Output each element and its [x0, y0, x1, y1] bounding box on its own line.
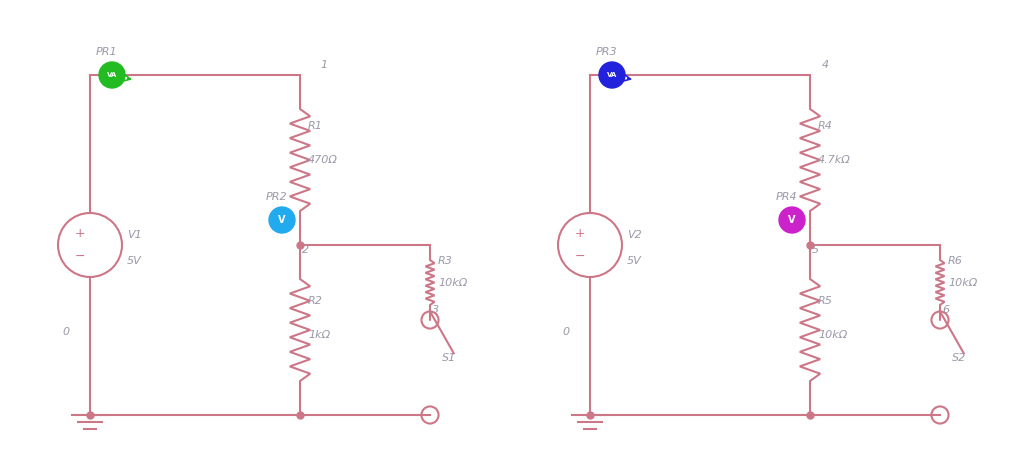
Text: VA: VA [106, 72, 117, 78]
Text: R5: R5 [818, 297, 833, 307]
Circle shape [269, 207, 295, 233]
Text: 4.7kΩ: 4.7kΩ [818, 155, 851, 165]
Text: V: V [788, 215, 796, 225]
Text: 10kΩ: 10kΩ [948, 278, 977, 288]
Text: PR2: PR2 [266, 192, 288, 202]
Text: 5V: 5V [627, 256, 642, 266]
Text: R3: R3 [438, 256, 453, 266]
Text: S2: S2 [951, 353, 966, 363]
Circle shape [599, 62, 625, 88]
Text: S1: S1 [441, 353, 456, 363]
Text: +: + [75, 228, 86, 240]
Text: 5: 5 [812, 245, 819, 255]
Text: 4: 4 [822, 60, 829, 70]
Text: 470Ω: 470Ω [308, 155, 338, 165]
Text: 1kΩ: 1kΩ [308, 330, 330, 340]
Text: 10kΩ: 10kΩ [818, 330, 847, 340]
Text: 1: 1 [319, 60, 327, 70]
Text: 2: 2 [302, 245, 309, 255]
Text: 0: 0 [62, 327, 70, 337]
Text: VA: VA [607, 72, 617, 78]
Text: PR1: PR1 [96, 47, 118, 57]
Text: 6: 6 [942, 305, 949, 315]
Text: 0: 0 [562, 327, 569, 337]
Text: R2: R2 [308, 297, 323, 307]
Text: PR3: PR3 [596, 47, 617, 57]
Text: 10kΩ: 10kΩ [438, 278, 467, 288]
Text: V1: V1 [127, 230, 141, 240]
Text: −: − [575, 250, 586, 263]
Circle shape [99, 62, 125, 88]
Text: R4: R4 [818, 121, 833, 131]
Text: +: + [575, 228, 586, 240]
Text: V: V [279, 215, 286, 225]
Text: 5V: 5V [127, 256, 141, 266]
Text: PR4: PR4 [776, 192, 798, 202]
Text: R1: R1 [308, 121, 323, 131]
Text: R6: R6 [948, 256, 963, 266]
Text: 3: 3 [432, 305, 439, 315]
Text: −: − [75, 250, 86, 263]
Text: V2: V2 [627, 230, 642, 240]
Circle shape [779, 207, 805, 233]
